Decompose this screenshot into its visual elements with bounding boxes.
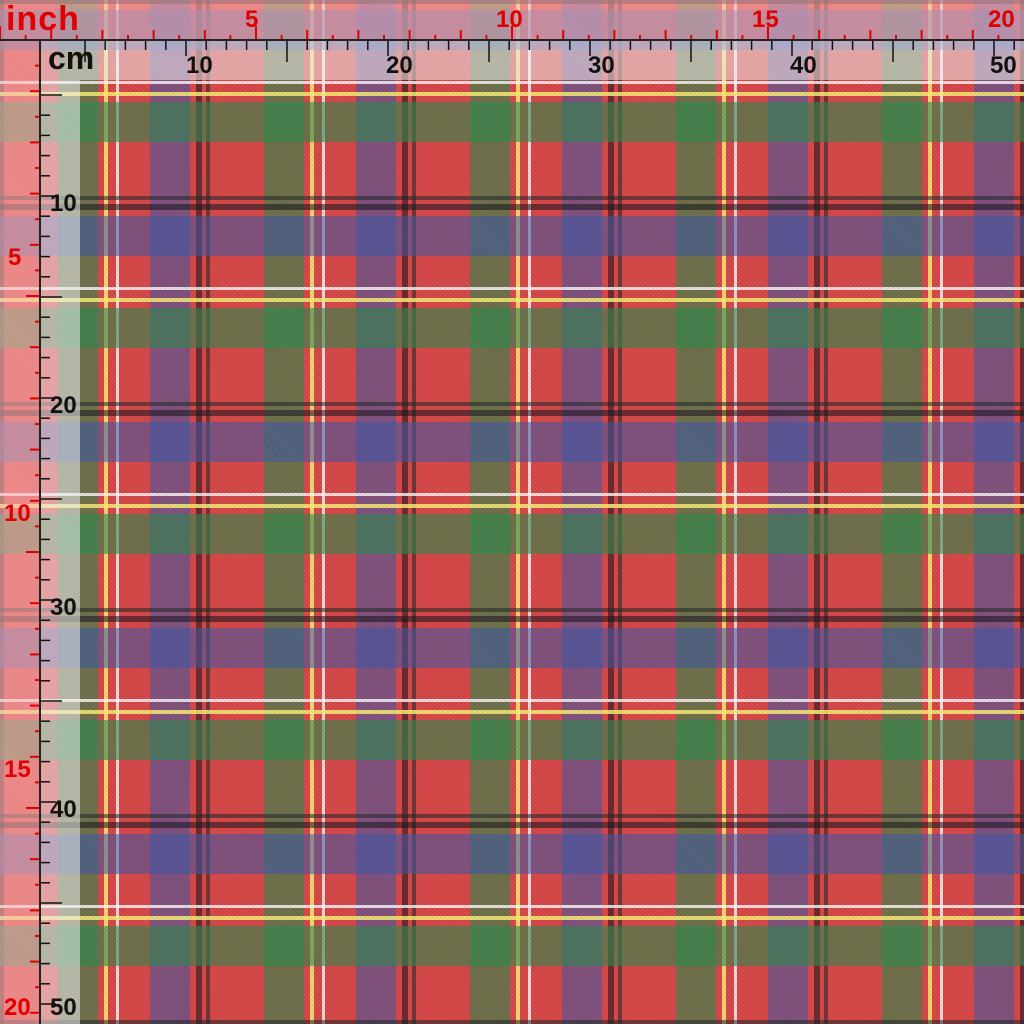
inch-ruler-left [0,40,40,1024]
cm-left-label: 40 [50,796,77,823]
cm-top-label: 20 [386,52,413,79]
inch-left-label: 5 [8,244,22,271]
inch-top-label: 5 [245,6,259,33]
inch-top-label: 10 [496,6,523,33]
cm-top-label: 10 [186,52,213,79]
inch-unit-label: inch [6,0,80,38]
inch-left-label: 10 [4,500,31,527]
inch-top-label: 15 [752,6,779,33]
inch-left-label: 15 [4,756,31,783]
inch-top-label: 20 [988,6,1015,33]
cm-top-label: 40 [790,52,817,79]
cm-left-label: 20 [50,392,77,419]
inch-left-label: 20 [4,994,31,1021]
cm-ruler-left [40,80,80,1024]
cm-left-label: 10 [50,190,77,217]
cm-top-label: 30 [588,52,615,79]
cm-left-label: 50 [50,994,77,1021]
cm-top-label: 50 [990,52,1017,79]
cm-left-label: 30 [50,594,77,621]
cm-ruler-top [40,40,1024,80]
cm-unit-label: cm [48,40,95,76]
